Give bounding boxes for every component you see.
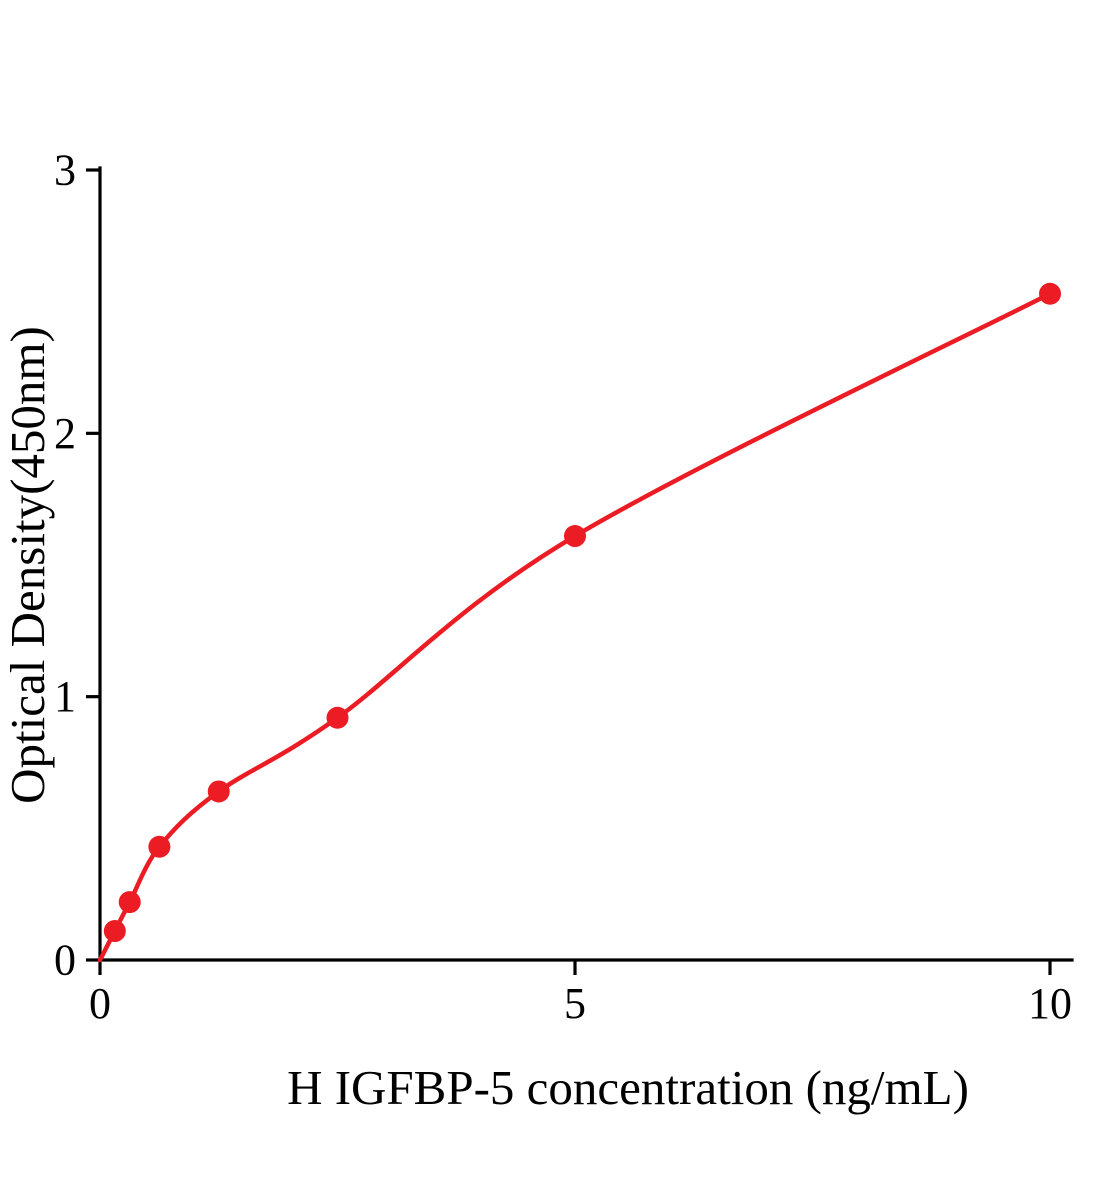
- data-point: [326, 706, 349, 729]
- plot-layer: [97, 282, 1061, 963]
- y-tick-label: 1: [54, 672, 76, 721]
- data-point: [207, 780, 230, 803]
- y-tick-label: 3: [54, 146, 76, 195]
- y-tick-label: 2: [54, 409, 76, 458]
- data-point: [103, 920, 126, 943]
- y-axis-title: Optical Density(450nm): [0, 326, 55, 804]
- y-tick-label: 0: [54, 936, 76, 985]
- x-tick-label: 5: [564, 979, 586, 1028]
- x-tick-label: 0: [89, 979, 111, 1028]
- x-tick-label: 10: [1028, 979, 1072, 1028]
- x-axis-ticks: 0 5 10: [89, 960, 1072, 1028]
- data-point: [148, 835, 171, 858]
- data-point: [1039, 282, 1061, 305]
- standard-curve-line: [97, 291, 1053, 963]
- y-axis-ticks: 0 1 2 3: [54, 146, 100, 985]
- data-point: [564, 525, 586, 548]
- data-point: [118, 891, 141, 914]
- x-axis-title: H IGFBP-5 concentration (ng/mL): [287, 1060, 969, 1115]
